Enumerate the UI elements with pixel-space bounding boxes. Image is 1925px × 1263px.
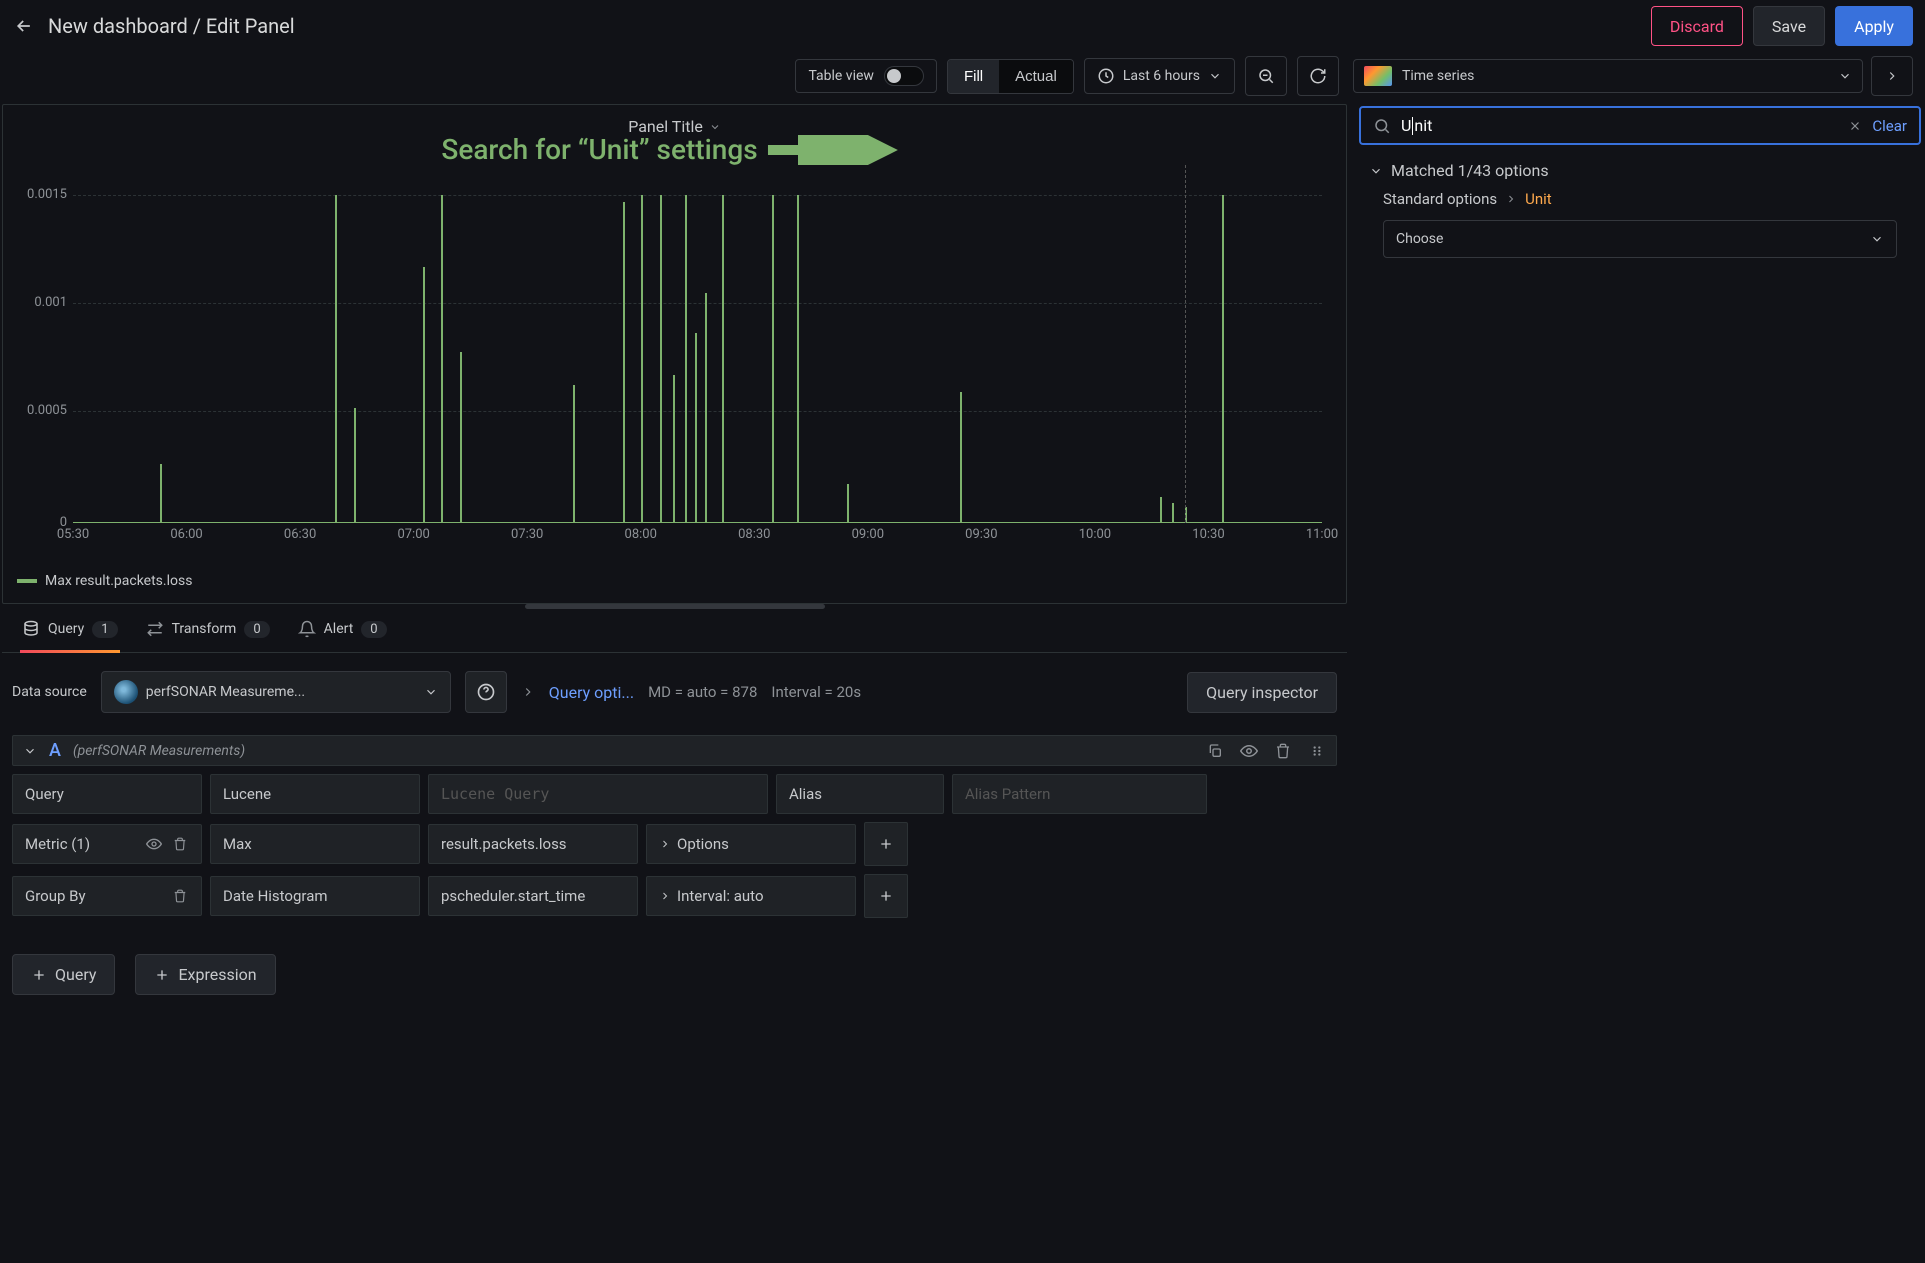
- datasource-logo-icon: [114, 680, 138, 704]
- chart-panel: Panel Title Search for “Unit” settings 0…: [2, 104, 1347, 604]
- toggle-visibility-button[interactable]: [1240, 742, 1258, 760]
- chevron-down-icon: [1870, 232, 1884, 246]
- datasource-help-button[interactable]: [465, 671, 507, 713]
- table-view-label: Table view: [808, 68, 874, 84]
- tab-alert[interactable]: Alert 0: [298, 620, 387, 652]
- chevron-down-icon[interactable]: [709, 121, 721, 133]
- tab-transform[interactable]: Transform 0: [146, 620, 270, 652]
- query-options-link[interactable]: Query opti...: [549, 683, 634, 702]
- tab-alert-count: 0: [361, 621, 386, 638]
- toggle-icon: [884, 66, 924, 86]
- tab-query[interactable]: Query 1: [22, 620, 118, 652]
- legend-swatch-icon: [17, 579, 37, 583]
- matched-options-header[interactable]: Matched 1/43 options: [1359, 145, 1921, 190]
- query-label: Query: [12, 774, 202, 814]
- query-letter: A: [49, 740, 61, 761]
- page-title: New dashboard / Edit Panel: [48, 14, 295, 38]
- chevron-down-icon: [1369, 164, 1383, 178]
- chevron-right-icon[interactable]: [521, 685, 535, 699]
- annotation-callout: Search for “Unit” settings: [441, 133, 907, 166]
- data-source-name: perfSONAR Measureme...: [146, 684, 305, 700]
- tab-query-count: 1: [92, 621, 117, 638]
- tab-transform-label: Transform: [172, 621, 237, 637]
- trash-icon[interactable]: [171, 835, 189, 853]
- refresh-button[interactable]: [1297, 56, 1339, 96]
- add-expression-button[interactable]: Expression: [135, 954, 275, 995]
- arrow-icon: [768, 135, 908, 165]
- actual-mode-button[interactable]: Actual: [999, 60, 1073, 93]
- data-source-label: Data source: [12, 684, 87, 700]
- x-axis: 05:3006:0006:3007:0007:3008:0008:3009:00…: [73, 527, 1322, 547]
- bell-icon: [298, 620, 316, 638]
- time-series-icon: [1364, 66, 1392, 86]
- scroll-handle[interactable]: [525, 604, 825, 609]
- chart-legend[interactable]: Max result.packets.loss: [17, 573, 192, 589]
- metric-agg[interactable]: Max: [210, 824, 420, 864]
- transform-icon: [146, 620, 164, 638]
- tab-alert-label: Alert: [324, 621, 354, 637]
- chevron-down-icon: [23, 744, 37, 758]
- add-groupby-button[interactable]: [864, 874, 908, 918]
- database-icon: [22, 620, 40, 638]
- add-metric-button[interactable]: [864, 822, 908, 866]
- metric-options[interactable]: Options: [646, 824, 856, 864]
- time-range-picker[interactable]: Last 6 hours: [1084, 58, 1235, 94]
- save-button[interactable]: Save: [1753, 6, 1825, 46]
- expand-panel-button[interactable]: [1871, 56, 1913, 96]
- alias-label: Alias: [776, 774, 944, 814]
- trash-icon[interactable]: [171, 887, 189, 905]
- chart-area[interactable]: [73, 195, 1322, 523]
- search-icon: [1373, 117, 1391, 135]
- options-search-box[interactable]: Unit Clear: [1359, 106, 1921, 145]
- zoom-out-button[interactable]: [1245, 56, 1287, 96]
- back-button[interactable]: [12, 14, 36, 38]
- unit-select[interactable]: Choose: [1383, 220, 1897, 258]
- annotation-text: Search for “Unit” settings: [441, 133, 757, 166]
- groupby-type[interactable]: Date Histogram: [210, 876, 420, 916]
- query-inspector-button[interactable]: Query inspector: [1187, 672, 1337, 713]
- chevron-down-icon: [1838, 69, 1852, 83]
- metric-label: Metric (1): [12, 824, 202, 864]
- clear-search-button[interactable]: Clear: [1872, 117, 1907, 135]
- query-type[interactable]: Lucene: [210, 774, 420, 814]
- time-range-label: Last 6 hours: [1123, 68, 1200, 84]
- chevron-right-icon: [1505, 193, 1517, 205]
- groupby-label: Group By: [12, 876, 202, 916]
- discard-button[interactable]: Discard: [1651, 6, 1743, 46]
- search-input[interactable]: Unit: [1401, 116, 1432, 135]
- query-row-header[interactable]: A (perfSONAR Measurements): [12, 735, 1337, 766]
- table-view-toggle[interactable]: Table view: [795, 59, 937, 93]
- visualization-picker[interactable]: Time series: [1353, 59, 1863, 93]
- groupby-interval[interactable]: Interval: auto: [646, 876, 856, 916]
- chevron-down-icon: [424, 685, 438, 699]
- lucene-query-input[interactable]: Lucene Query: [428, 774, 768, 814]
- duplicate-query-button[interactable]: [1206, 742, 1224, 760]
- data-source-picker[interactable]: perfSONAR Measureme...: [101, 671, 451, 713]
- groupby-field[interactable]: pscheduler.start_time: [428, 876, 638, 916]
- close-icon[interactable]: [1848, 119, 1862, 133]
- alias-input[interactable]: Alias Pattern: [952, 774, 1207, 814]
- visualization-label: Time series: [1402, 68, 1474, 84]
- tab-transform-count: 0: [244, 621, 269, 638]
- legend-label: Max result.packets.loss: [45, 573, 192, 589]
- delete-query-button[interactable]: [1274, 742, 1292, 760]
- eye-icon[interactable]: [145, 835, 163, 853]
- metric-field[interactable]: result.packets.loss: [428, 824, 638, 864]
- add-query-button[interactable]: Query: [12, 954, 115, 995]
- option-breadcrumb[interactable]: Standard options Unit: [1359, 190, 1921, 216]
- query-description: (perfSONAR Measurements): [73, 743, 245, 759]
- y-axis: 0.00150.0010.00050: [11, 195, 71, 523]
- drag-handle-icon[interactable]: [1308, 742, 1326, 760]
- query-md-meta: MD = auto = 878: [648, 683, 757, 701]
- tab-query-label: Query: [48, 621, 84, 637]
- query-interval-meta: Interval = 20s: [771, 683, 861, 701]
- fill-mode-button[interactable]: Fill: [948, 60, 999, 93]
- apply-button[interactable]: Apply: [1835, 6, 1913, 46]
- chevron-down-icon: [1208, 69, 1222, 83]
